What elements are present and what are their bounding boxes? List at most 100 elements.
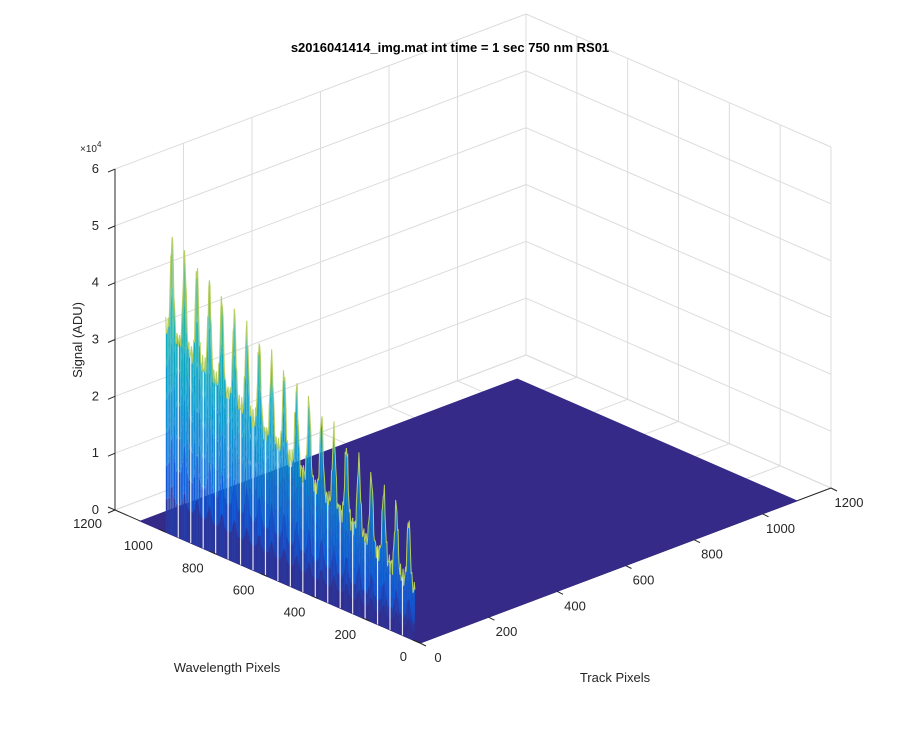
surface-face — [337, 538, 339, 557]
surface-face — [248, 535, 250, 569]
surface-face — [322, 572, 324, 601]
surface-face — [273, 518, 275, 552]
surface-face — [225, 409, 226, 440]
surface-face — [180, 440, 181, 475]
surface-face — [331, 559, 333, 583]
surface-face — [408, 522, 409, 547]
surface-face — [232, 369, 234, 420]
surface-face — [350, 526, 351, 559]
surface-face — [238, 451, 240, 487]
surface-face — [413, 615, 414, 625]
surface-face — [320, 449, 322, 484]
surface-face — [355, 540, 357, 572]
surface-face — [224, 371, 225, 409]
surface-face — [231, 404, 232, 449]
surface-face — [306, 542, 308, 571]
surface-face — [255, 489, 257, 520]
surface-face — [344, 557, 346, 590]
surface-face — [344, 478, 346, 529]
surface-face — [342, 555, 343, 581]
surface-face — [274, 508, 276, 535]
surface-face — [261, 454, 262, 490]
surface-face — [413, 630, 415, 641]
surface-face — [409, 585, 411, 612]
surface-face — [232, 523, 234, 562]
surface-face — [308, 462, 310, 500]
surface-face — [376, 572, 377, 591]
surface-face — [282, 548, 284, 584]
surface-face — [273, 548, 275, 580]
surface-face — [307, 561, 309, 595]
surface-face — [298, 562, 300, 591]
surface-face — [353, 552, 355, 569]
surface-face — [185, 412, 187, 459]
surface-face — [272, 472, 273, 515]
surface-face — [386, 556, 387, 572]
surface-face — [313, 496, 314, 527]
surface-face — [355, 552, 356, 572]
surface-face — [170, 488, 171, 535]
surface-face — [282, 420, 283, 470]
surface-face — [228, 479, 230, 507]
surface-face — [268, 503, 269, 530]
surface-face — [378, 585, 380, 604]
surface-face — [375, 554, 376, 571]
surface-face — [179, 504, 181, 539]
surface-face — [168, 353, 169, 396]
surface-face — [185, 448, 186, 498]
surface-face — [197, 360, 199, 420]
surface-face — [183, 396, 184, 455]
surface-face — [328, 509, 329, 538]
surface-face — [373, 563, 375, 582]
surface-face — [405, 601, 407, 616]
surface-face — [208, 418, 209, 473]
surface-face — [251, 443, 253, 476]
surface-face — [200, 512, 201, 548]
surface-face — [279, 490, 281, 517]
surface-face — [295, 556, 296, 589]
surface-face — [294, 441, 296, 472]
surface-face — [169, 407, 171, 458]
surface-face — [391, 607, 392, 620]
surface-face — [296, 521, 297, 557]
surface-face — [334, 471, 336, 504]
surface-face — [323, 555, 324, 580]
surface-face — [246, 485, 247, 528]
surface-face — [238, 510, 239, 539]
surface-face — [198, 461, 199, 509]
surface-face — [216, 401, 217, 440]
surface-face — [192, 512, 193, 544]
surface-face — [408, 618, 410, 639]
surface-face — [185, 498, 187, 542]
surface-face — [213, 430, 214, 468]
surface-face — [167, 353, 169, 397]
surface-face — [256, 540, 258, 573]
surface-face — [310, 566, 311, 596]
surface-face — [236, 531, 238, 564]
z-axis-label: Signal (ADU) — [70, 302, 85, 378]
surface-face — [259, 343, 260, 386]
surface-face — [405, 601, 406, 616]
surface-face — [267, 503, 268, 530]
surface-face — [230, 387, 232, 421]
surface-face — [365, 562, 367, 577]
surface-face — [386, 599, 387, 615]
surface-face — [185, 310, 186, 370]
surface-face — [235, 449, 237, 498]
surface-face — [210, 512, 212, 552]
surface-face — [325, 583, 327, 603]
surface-face — [192, 449, 193, 484]
surface-face — [358, 589, 359, 617]
surface-face — [212, 489, 214, 525]
surface-face — [358, 479, 360, 516]
surface-face — [338, 556, 340, 580]
surface-face — [330, 495, 331, 519]
surface-face — [238, 536, 240, 565]
surface-face — [376, 611, 377, 625]
surface-face — [188, 375, 189, 414]
surface-face — [314, 541, 315, 562]
surface-face — [170, 395, 171, 450]
surface-face — [201, 451, 203, 490]
surface-face — [347, 559, 349, 592]
surface-face — [203, 518, 205, 549]
